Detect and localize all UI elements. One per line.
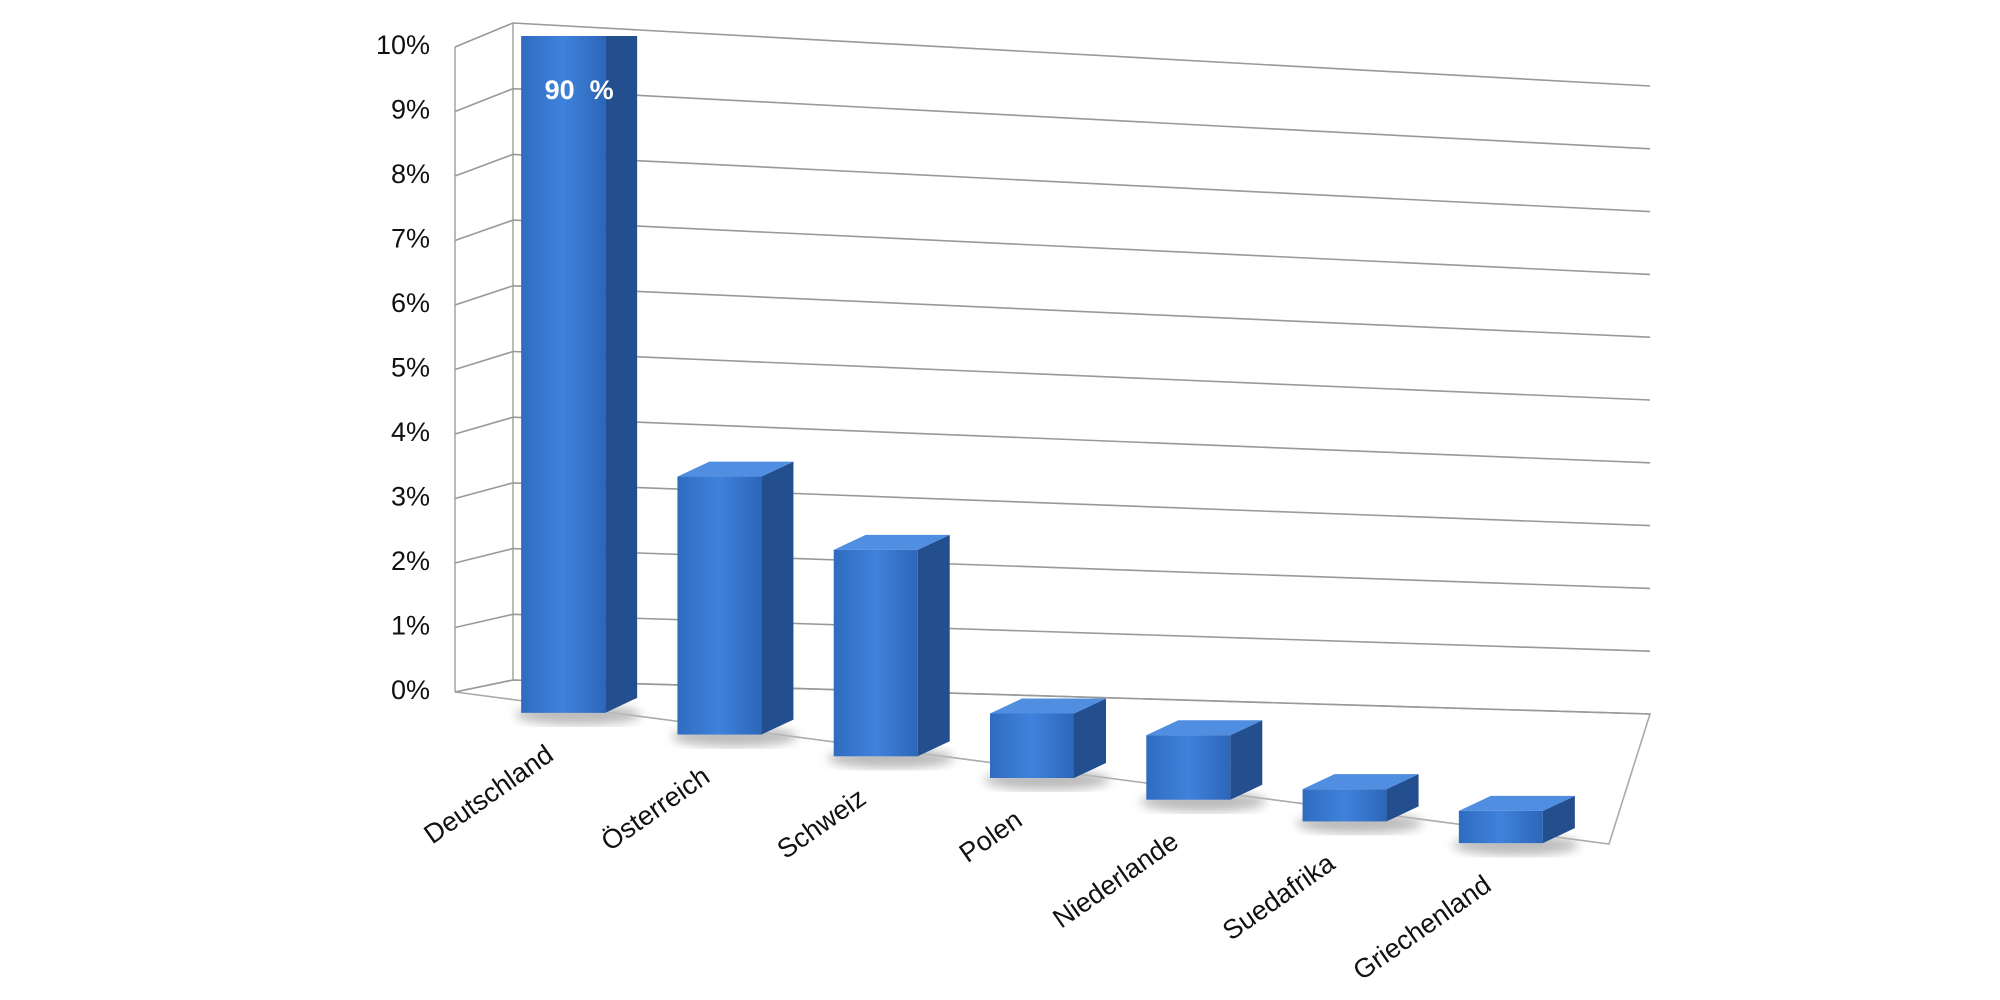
- bar-side: [605, 36, 638, 713]
- x-tick-label: Schweiz: [772, 782, 872, 864]
- bar: [833, 549, 918, 757]
- grid-line: [454, 219, 1651, 276]
- x-tick-label: Griechenland: [1348, 869, 1497, 986]
- bar: [1458, 810, 1543, 844]
- bar-side: [1230, 720, 1263, 800]
- bar-group: [1140, 720, 1267, 812]
- bar-top: [990, 698, 1106, 714]
- grid-line: [454, 87, 1651, 150]
- x-tick-label: Suedafrika: [1217, 847, 1341, 946]
- grid-line: [454, 350, 1651, 401]
- bar-side: [1386, 774, 1419, 822]
- bar-side: [761, 461, 794, 735]
- y-tick-label: 4%: [391, 417, 430, 447]
- y-tick-label: 10%: [376, 30, 430, 60]
- x-tick-label: Polen: [954, 804, 1028, 868]
- grid-line: [454, 679, 1651, 715]
- x-tick-label: Österreich: [596, 761, 715, 857]
- bar: [677, 476, 762, 735]
- y-tick-label: 3%: [391, 482, 430, 512]
- bar: [521, 36, 606, 713]
- y-tick-label: 6%: [391, 288, 430, 318]
- bar-group: [671, 461, 798, 747]
- value-label: 90 %: [545, 75, 614, 105]
- grid-line: [454, 284, 1651, 338]
- y-tick-label: 9%: [391, 95, 430, 125]
- bar-top: [833, 534, 950, 550]
- x-tick-label: Niederlande: [1047, 826, 1183, 934]
- bar-group: [1452, 795, 1579, 856]
- x-tick-label: Deutschland: [419, 739, 559, 850]
- bar: [1302, 789, 1387, 822]
- grid-line: [454, 482, 1651, 527]
- bar: [990, 713, 1074, 778]
- bar-side: [1542, 795, 1575, 844]
- y-tick-label: 8%: [391, 159, 430, 189]
- grid-line: [454, 613, 1651, 652]
- grid-line: [454, 153, 1651, 213]
- bar-group: [984, 698, 1110, 790]
- bar-group: [827, 534, 954, 769]
- grid-line: [454, 547, 1651, 590]
- bar-side: [1074, 698, 1106, 778]
- bar-top: [1146, 720, 1263, 736]
- grid-line: [454, 22, 1651, 87]
- bar-top: [1302, 774, 1419, 790]
- bar-group: [515, 36, 642, 725]
- bar-group: [1296, 774, 1423, 834]
- bar-top: [1458, 795, 1575, 811]
- y-tick-label: 7%: [391, 224, 430, 254]
- grid-line: [454, 416, 1651, 464]
- y-tick-label: 2%: [391, 546, 430, 576]
- y-tick-label: 1%: [391, 611, 430, 641]
- bar-top: [677, 461, 794, 477]
- bar: [1146, 735, 1231, 800]
- y-tick-label: 0%: [391, 675, 430, 705]
- y-tick-label: 5%: [391, 353, 430, 383]
- bar-side: [917, 534, 950, 757]
